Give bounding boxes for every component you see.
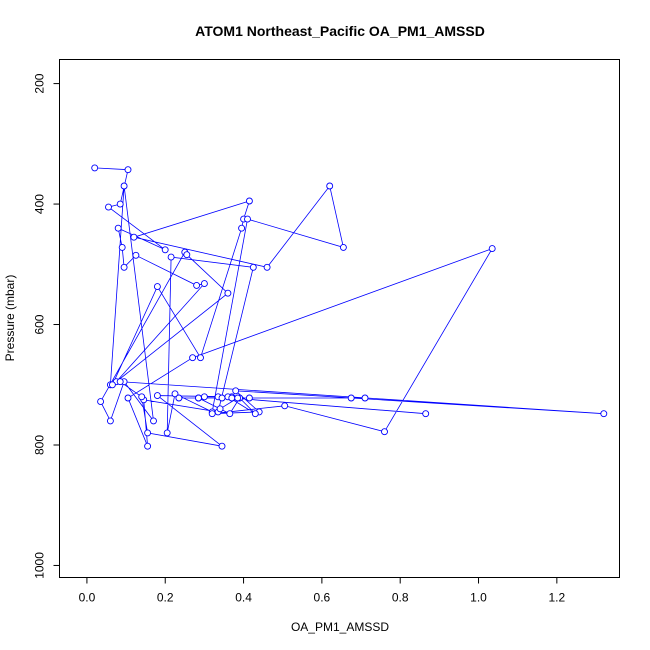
data-point <box>150 417 157 425</box>
data-point <box>361 394 369 402</box>
data-point <box>124 166 132 174</box>
data-point <box>91 164 99 172</box>
data-point <box>226 410 234 418</box>
data-point <box>228 394 236 402</box>
data-point <box>245 197 253 205</box>
data-point <box>105 203 112 211</box>
y-tick-label: 600 <box>33 314 47 334</box>
data-point <box>232 387 240 395</box>
data-point <box>208 410 216 418</box>
data-point <box>167 253 175 261</box>
data-point <box>138 393 146 401</box>
data-point <box>224 289 232 297</box>
data-point <box>200 393 208 401</box>
x-tick-label: 0.6 <box>314 591 331 605</box>
data-point <box>218 442 226 450</box>
data-point <box>218 394 226 402</box>
x-tick-label: 0.4 <box>235 591 252 605</box>
data-point <box>326 182 334 190</box>
data-point <box>144 442 152 450</box>
x-axis-label: OA_PM1_AMSSD <box>291 620 389 634</box>
data-point <box>118 243 126 251</box>
data-point <box>200 280 208 288</box>
data-point <box>116 378 124 386</box>
y-axis: 200 400 600 800 1000 <box>33 73 60 579</box>
data-point <box>116 200 124 208</box>
data-point <box>153 283 161 291</box>
x-tick-label: 0.2 <box>157 591 174 605</box>
data-point <box>108 381 116 389</box>
x-tick-label: 0.0 <box>79 591 96 605</box>
y-tick-label: 800 <box>33 435 47 455</box>
x-tick-label: 1.0 <box>470 591 487 605</box>
data-point <box>163 429 171 437</box>
y-tick-label: 200 <box>33 73 47 93</box>
data-point <box>97 398 105 406</box>
x-axis: 0.0 0.2 0.4 0.6 0.8 1.0 1.2 <box>79 577 566 605</box>
data-point <box>244 215 251 223</box>
data-point <box>245 394 253 402</box>
data-point <box>263 263 271 271</box>
data-point <box>120 182 128 190</box>
y-tick-label: 1000 <box>33 552 47 579</box>
x-tick-label: 1.2 <box>548 591 565 605</box>
data-point <box>171 390 179 398</box>
plot-frame <box>59 59 620 578</box>
data-point <box>106 417 114 425</box>
data-point <box>234 394 242 402</box>
data-point <box>120 263 128 271</box>
data-point <box>347 394 355 402</box>
data-point <box>339 243 347 251</box>
data-point <box>193 281 201 289</box>
data-point <box>161 246 169 254</box>
data-point <box>600 410 608 418</box>
data-point <box>488 245 496 253</box>
data-point <box>175 394 183 402</box>
data-point <box>153 392 161 400</box>
data-point <box>238 224 246 232</box>
data-point <box>249 263 257 271</box>
data-point <box>144 429 152 437</box>
y-axis-label: Pressure (mbar) <box>3 275 17 362</box>
data-point <box>183 251 191 259</box>
data-point <box>422 410 430 418</box>
x-tick-label: 0.8 <box>392 591 409 605</box>
data-point <box>251 410 259 418</box>
data-point <box>189 354 197 362</box>
data-point <box>130 233 138 241</box>
y-tick-label: 400 <box>33 194 47 214</box>
data-point <box>195 394 202 402</box>
data-point <box>281 402 289 410</box>
data-point <box>197 354 204 362</box>
data-point <box>124 394 132 402</box>
data-point <box>381 428 388 436</box>
data-point <box>132 251 140 259</box>
data-point <box>216 405 224 413</box>
series-group <box>91 164 608 450</box>
chart-title: ATOM1 Northeast_Pacific OA_PM1_AMSSD <box>195 23 485 39</box>
data-point <box>114 224 122 232</box>
